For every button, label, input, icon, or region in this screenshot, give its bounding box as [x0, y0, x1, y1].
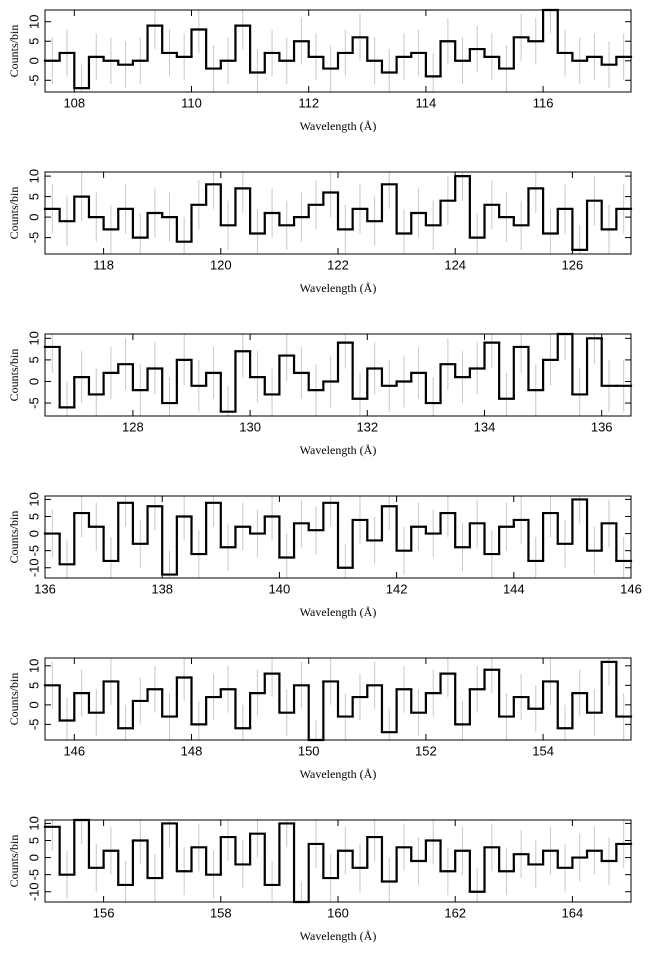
step-connector — [58, 499, 618, 575]
x-tick-label: 122 — [327, 257, 349, 272]
x-tick-label: 112 — [298, 95, 319, 110]
panel: 156 158 160 162 164 -10-5 0 5 10 Wavelength (Å) Co… — [7, 816, 633, 943]
y-tick-label: 10 — [26, 816, 41, 830]
y-tick-label: 10 — [26, 659, 41, 673]
x-tick-label: 136 — [34, 581, 56, 596]
panel: 146 148 150 152 154 -5 0 5 10 Wavelength (Å) Count… — [7, 657, 633, 781]
plot-frame — [44, 495, 632, 579]
x-tick-label: 152 — [415, 743, 437, 758]
x-tick-label: 138 — [151, 581, 173, 596]
plot-frame — [44, 333, 632, 417]
y-axis-label: Counts/bin — [7, 25, 21, 78]
y-tick-label: 5 — [26, 38, 41, 45]
y-tick-label: 5 — [26, 837, 41, 844]
y-tick-label: 5 — [26, 513, 41, 520]
y-tick-label: 0 — [26, 530, 41, 537]
panel: 136 138 140 142 144 146 -10-5 0 5 10 Wavelength (Å… — [7, 492, 642, 619]
y-tick-label: 10 — [26, 14, 41, 28]
y-tick-label: 10 — [26, 169, 41, 183]
x-tick-label: 120 — [210, 257, 232, 272]
x-tick-label: 118 — [93, 257, 114, 272]
y-tick-label: 10 — [26, 331, 41, 345]
x-tick-label: 158 — [210, 905, 232, 920]
panel: 108 110 112 114 116 -5 0 5 10 Wavelength (Å) Count… — [7, 8, 633, 133]
y-tick-label: -5 — [26, 869, 41, 881]
x-tick-label: 134 — [474, 419, 496, 434]
y-tick-label: -10 — [26, 558, 41, 577]
step-connector — [58, 820, 618, 902]
y-tick-label: 0 — [26, 701, 41, 708]
x-tick-label: 114 — [416, 95, 437, 110]
y-tick-label: -10 — [26, 882, 41, 901]
y-tick-label: 0 — [26, 378, 41, 385]
x-tick-label: 144 — [503, 581, 525, 596]
y-axis-label: Counts/bin — [7, 349, 21, 402]
x-tick-label: 156 — [93, 905, 115, 920]
plot-frame — [44, 657, 632, 741]
y-tick-label: 5 — [26, 682, 41, 689]
x-tick-label: 146 — [63, 743, 85, 758]
step-connector — [58, 334, 603, 412]
x-tick-label: 128 — [122, 419, 144, 434]
x-axis-label: Wavelength (Å) — [300, 767, 377, 781]
x-axis-label: Wavelength (Å) — [300, 281, 377, 295]
y-tick-label: -5 — [26, 75, 41, 87]
y-tick-label: 10 — [26, 492, 41, 506]
x-axis-label: Wavelength (Å) — [300, 605, 377, 619]
step-connector — [58, 661, 618, 740]
x-tick-label: 146 — [620, 581, 642, 596]
x-tick-label: 124 — [444, 257, 466, 272]
y-tick-label: 0 — [26, 213, 41, 220]
y-tick-label: -5 — [26, 545, 41, 557]
step-connector — [58, 10, 618, 89]
x-tick-label: 148 — [181, 743, 203, 758]
x-tick-label: 116 — [533, 95, 554, 110]
x-tick-label: 136 — [591, 419, 613, 434]
y-tick-label: 0 — [26, 854, 41, 861]
x-tick-label: 130 — [239, 419, 261, 434]
x-tick-label: 108 — [63, 95, 85, 110]
y-axis-label: Counts/bin — [7, 673, 21, 726]
step-connector — [58, 176, 618, 250]
y-tick-label: 0 — [26, 57, 41, 64]
y-tick-label: 5 — [26, 193, 41, 200]
x-tick-label: 160 — [327, 905, 349, 920]
x-tick-label: 110 — [181, 95, 202, 110]
y-tick-label: -5 — [26, 232, 41, 244]
panel: 118 120 122 124 126 -5 0 5 10 Wavelength (Å) Count… — [7, 169, 633, 295]
y-tick-label: 5 — [26, 356, 41, 363]
y-tick-label: -5 — [26, 397, 41, 409]
plot-frame — [44, 9, 632, 93]
panel: 128 130 132 134 136 -5 0 5 10 Wavelength (Å) Count… — [7, 331, 633, 457]
x-tick-label: 162 — [444, 905, 466, 920]
x-tick-label: 150 — [298, 743, 320, 758]
x-axis-label: Wavelength (Å) — [300, 443, 377, 457]
x-tick-label: 164 — [562, 905, 584, 920]
x-tick-label: 132 — [356, 419, 378, 434]
y-axis-label: Counts/bin — [7, 511, 21, 564]
x-tick-label: 126 — [562, 257, 584, 272]
x-tick-label: 154 — [532, 743, 554, 758]
y-axis-label: Counts/bin — [7, 187, 21, 240]
x-tick-label: 142 — [386, 581, 408, 596]
x-tick-label: 140 — [269, 581, 291, 596]
x-axis-label: Wavelength (Å) — [300, 119, 377, 133]
y-tick-label: -5 — [26, 719, 41, 731]
x-axis-label: Wavelength (Å) — [300, 929, 377, 943]
y-axis-label: Counts/bin — [7, 835, 21, 888]
